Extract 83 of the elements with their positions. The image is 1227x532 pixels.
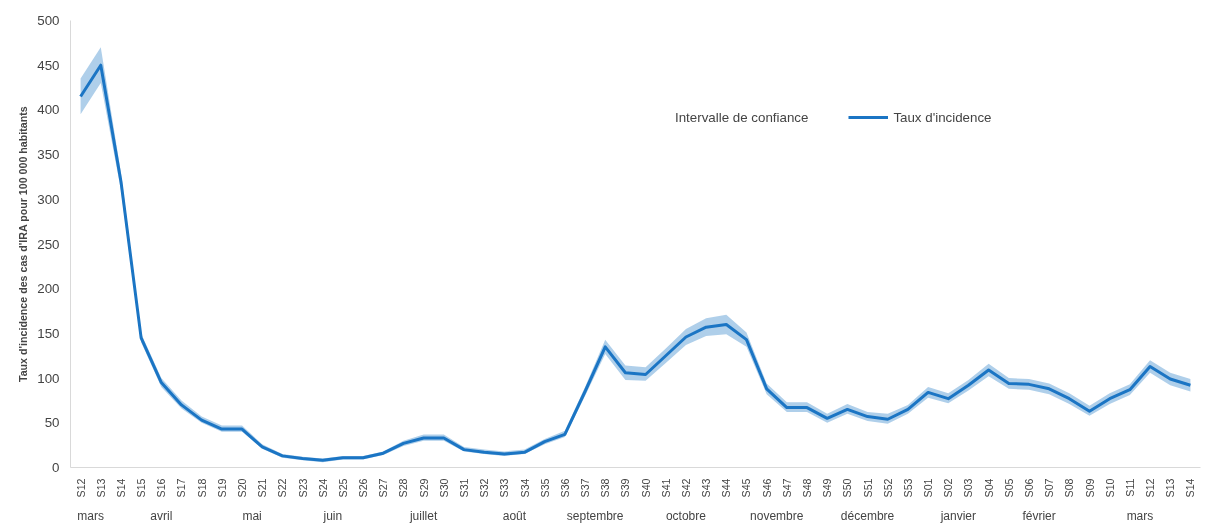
x-tick-label: S01 (922, 478, 935, 498)
x-tick-label: S24 (316, 478, 329, 498)
annotation: Intervalle de confiance (675, 109, 809, 125)
y-axis-title: Taux d'incidence des cas d'IRA pour 100 000 habitants (17, 106, 30, 383)
y-tick-label: 250 (37, 236, 60, 252)
x-tick-label: S14 (1184, 478, 1197, 498)
x-tick-label: S38 (599, 478, 612, 498)
legend-label: Taux d'incidence (893, 109, 992, 125)
text: août (502, 508, 527, 523)
x-tick-label: S09 (1083, 478, 1096, 498)
y-tick-label: 450 (37, 57, 60, 73)
x-tick-label: S14 (114, 478, 127, 498)
x-tick-label: S26 (357, 478, 370, 498)
x-tick-label: S22 (276, 478, 289, 498)
text: février (1022, 508, 1056, 523)
x-tick-label: S39 (619, 478, 632, 498)
x-tick-label: S29 (417, 478, 430, 498)
x-tick-label: S50 (841, 478, 854, 498)
x-tick-label: S41 (659, 478, 672, 498)
x-tick-label: S46 (760, 478, 773, 498)
text: avril (150, 508, 173, 523)
x-tick-label: S34 (518, 478, 531, 498)
x-tick-label: S44 (720, 478, 733, 498)
x-tick-label: S12 (74, 478, 87, 498)
text: septembre (566, 508, 624, 523)
x-tick-label: S25 (336, 478, 349, 498)
x-tick-label: S51 (861, 478, 874, 498)
x-tick-label: S13 (1164, 478, 1177, 498)
x-tick-label: S32 (478, 478, 491, 498)
text: juin (322, 508, 343, 523)
text: mars (77, 508, 105, 523)
x-tick-label: S05 (1002, 478, 1015, 498)
y-tick-label: 200 (37, 281, 60, 297)
text: mai (242, 508, 262, 523)
y-tick-label: 350 (37, 147, 60, 163)
x-tick-label: S30 (437, 478, 450, 498)
x-tick-label: S02 (942, 478, 955, 498)
y-tick-label: 300 (37, 191, 60, 207)
text: octobre (665, 508, 707, 523)
x-tick-label: S47 (780, 478, 793, 498)
x-tick-label: S35 (538, 478, 551, 498)
x-tick-label: S18 (195, 478, 208, 498)
y-tick-label: 50 (44, 415, 60, 431)
x-tick-label: S37 (579, 478, 592, 498)
x-tick-label: S19 (215, 478, 228, 498)
x-tick-label: S45 (740, 478, 753, 498)
x-tick-label: S53 (901, 478, 914, 498)
x-tick-label: S43 (700, 478, 713, 498)
x-tick-label: S36 (558, 478, 571, 498)
x-tick-label: S21 (256, 478, 269, 498)
x-tick-label: S07 (1043, 478, 1056, 498)
x-tick-label: S48 (801, 478, 814, 498)
x-tick-label: S49 (821, 478, 834, 498)
x-tick-label: S15 (135, 478, 148, 498)
y-tick-label: 500 (37, 13, 60, 28)
x-tick-label: S31 (457, 478, 470, 498)
x-tick-label: S10 (1103, 478, 1116, 498)
x-tick-label: S11 (1123, 478, 1136, 497)
x-tick-label: S04 (982, 478, 995, 498)
text: novembre (750, 508, 804, 523)
x-tick-label: S42 (679, 478, 692, 498)
x-tick-label: S27 (377, 478, 390, 498)
x-tick-label: S03 (962, 478, 975, 498)
x-tick-label: S52 (881, 478, 894, 498)
x-tick-label: S23 (296, 478, 309, 498)
y-tick-label: 150 (37, 325, 60, 341)
x-tick-label: S06 (1022, 478, 1035, 498)
x-tick-label: S13 (94, 478, 107, 498)
x-tick-label: S08 (1063, 478, 1076, 498)
x-tick-label: S40 (639, 478, 652, 498)
text: mars (1126, 508, 1154, 523)
x-tick-label: S20 (236, 478, 249, 498)
y-tick-label: 0 (52, 460, 60, 475)
x-tick-label: S16 (155, 478, 168, 498)
text: décembre (840, 508, 895, 523)
x-tick-label: S17 (175, 478, 188, 498)
text: janvier (939, 508, 977, 523)
y-tick-label: 400 (37, 102, 60, 118)
x-tick-label: S12 (1144, 478, 1157, 498)
x-tick-label: S28 (397, 478, 410, 498)
text: juillet (408, 508, 438, 523)
y-tick-label: 100 (37, 370, 60, 386)
x-tick-label: S33 (498, 478, 511, 498)
